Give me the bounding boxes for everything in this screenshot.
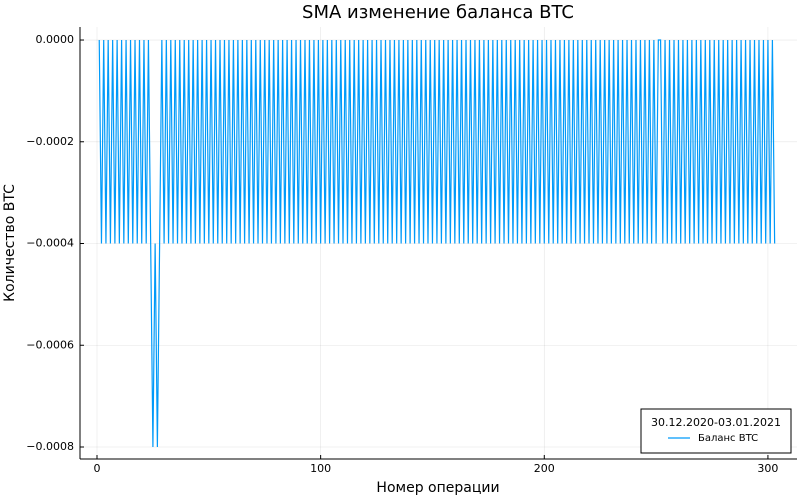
legend-label: Баланс BTC xyxy=(698,433,758,444)
y-tick-label: −0.0006 xyxy=(26,338,74,351)
y-tick-label: −0.0004 xyxy=(26,237,74,250)
x-tick-label: 100 xyxy=(310,462,331,475)
x-tick-label: 200 xyxy=(534,462,555,475)
y-tick-label: −0.0002 xyxy=(26,135,74,148)
legend-title: 30.12.2020-03.01.2021 xyxy=(651,416,781,429)
data-line xyxy=(98,39,776,447)
legend-box xyxy=(640,408,792,454)
chart-title: SMA изменение баланса BTC xyxy=(302,2,574,23)
y-tick-label: 0.0000 xyxy=(36,33,75,46)
y-axis-label: Количество BTC xyxy=(2,184,18,302)
y-tick-label: −0.0008 xyxy=(26,440,74,453)
x-axis-label: Номер операции xyxy=(376,480,499,496)
x-tick-label: 300 xyxy=(757,462,778,475)
x-tick-label: 0 xyxy=(93,462,100,475)
